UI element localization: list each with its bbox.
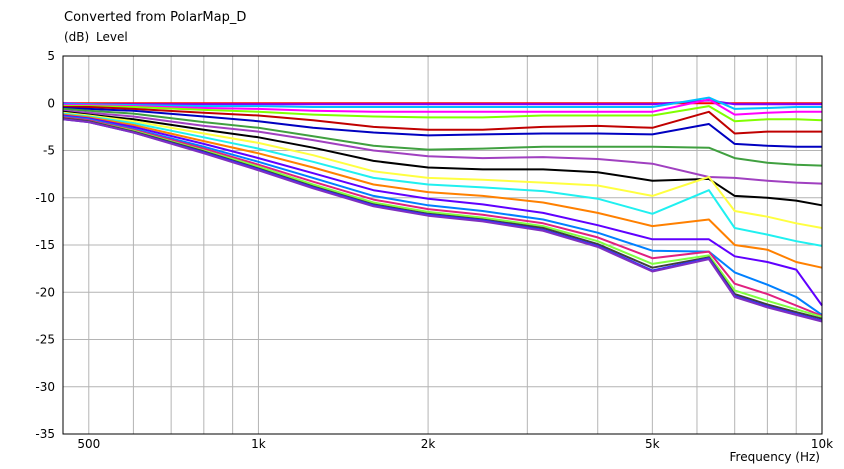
series-line-10 bbox=[62, 110, 823, 207]
series-line-6 bbox=[63, 106, 822, 135]
y-tick-label: -35 bbox=[35, 427, 55, 441]
series-line-13 bbox=[62, 113, 823, 269]
series-line-7 bbox=[62, 107, 822, 148]
series-line-9 bbox=[62, 109, 823, 185]
y-axis-unit: (dB) bbox=[64, 30, 90, 44]
series-line-14 bbox=[62, 114, 823, 307]
chart-title: Converted from PolarMap_D bbox=[64, 10, 247, 25]
series-group bbox=[62, 96, 823, 323]
y-tick-label: -30 bbox=[35, 380, 55, 394]
x-tick-label: 10k bbox=[811, 437, 833, 451]
y-tick-label: -5 bbox=[43, 144, 55, 158]
series-line-3 bbox=[63, 96, 822, 110]
x-tick-label: 5k bbox=[645, 437, 660, 451]
x-tick-label: 500 bbox=[77, 437, 100, 451]
y-tick-label: -15 bbox=[35, 238, 55, 252]
series-line-11 bbox=[62, 111, 823, 229]
series-line-4 bbox=[63, 98, 822, 116]
x-axis-label: Frequency (Hz) bbox=[729, 450, 821, 464]
y-axis-label: Level bbox=[96, 30, 128, 44]
series-line-16 bbox=[62, 116, 823, 317]
series-line-15 bbox=[62, 115, 823, 316]
series-line-5 bbox=[63, 105, 823, 123]
x-tick-label: 2k bbox=[421, 437, 436, 451]
y-tick-label: -10 bbox=[35, 191, 55, 205]
series-line-12 bbox=[62, 112, 823, 247]
axis-ticks: 5 0 -5 -10 -15 -20 -25 -30 -35 500 1k 2k 5k 10k bbox=[35, 49, 833, 451]
series-line-2 bbox=[62, 99, 822, 106]
series-line-20 bbox=[62, 118, 823, 323]
plot-frame bbox=[62, 55, 823, 435]
y-tick-label: -25 bbox=[35, 333, 55, 347]
y-tick-label: -20 bbox=[35, 285, 55, 299]
series-line-8 bbox=[62, 107, 823, 167]
x-tick-label: 1k bbox=[251, 437, 266, 451]
y-tick-label: 5 bbox=[47, 49, 55, 63]
y-tick-label: 0 bbox=[47, 96, 55, 110]
